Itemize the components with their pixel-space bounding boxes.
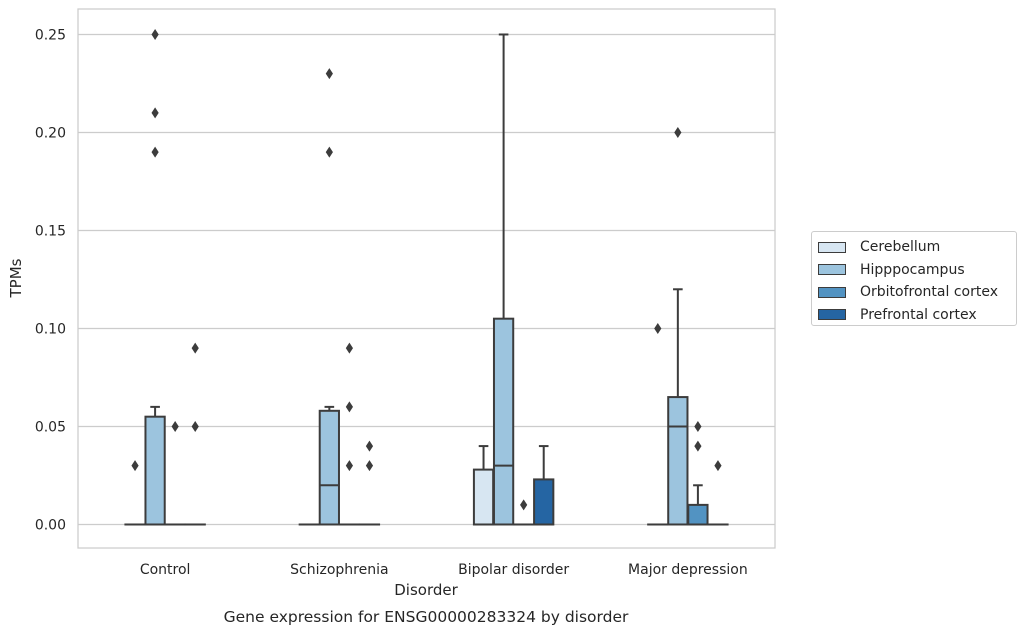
outlier-point <box>694 420 702 432</box>
legend-swatch-cerebellum <box>818 241 846 253</box>
box-plots <box>124 28 729 526</box>
box-body <box>318 409 340 526</box>
outlier-point <box>345 342 354 354</box>
outlier-point <box>151 28 159 40</box>
legend-label-orbitofrontal-cortex: Orbitofrontal cortex <box>860 284 998 301</box>
x-tick-label: Control <box>140 562 191 578</box>
x-tick-label: Major depression <box>628 562 748 578</box>
x-tick-labels: Control Schizophrenia Bipolar disorder Majo… <box>140 562 748 578</box>
y-tick-label: 0.00 <box>35 517 66 533</box>
outlier-point <box>345 401 354 413</box>
outlier-point <box>191 342 199 354</box>
box-prefrontal-cortex-bipolar-disorder <box>533 445 555 526</box>
y-tick-label: 0.05 <box>35 419 66 435</box>
y-axis-label: TPMs <box>7 258 25 298</box>
legend: Cerebellum Hipppocampus Orbitofrontal co… <box>811 231 1017 326</box>
box-hipppocampus-major-depression <box>667 126 689 526</box>
legend-swatch-hippocampus <box>818 264 846 276</box>
outlier-point <box>365 460 374 472</box>
y-tick-label: 0.25 <box>35 27 66 43</box>
box-prefrontal-cortex-major-depression <box>707 460 729 526</box>
y-tick-labels: 0.00 0.05 0.10 0.15 0.20 0.25 <box>35 27 66 533</box>
outlier-point <box>325 146 333 158</box>
legend-swatch-prefrontal-cortex <box>818 309 846 321</box>
outlier-point <box>325 68 333 80</box>
box-cerebellum-bipolar-disorder <box>472 445 495 526</box>
legend-swatch-orbitofrontal-cortex <box>818 286 846 298</box>
legend-item-hippocampus: Hipppocampus <box>818 259 1016 282</box>
box-orbitofrontal-cortex-major-depression <box>687 420 709 526</box>
box-hipppocampus-schizophrenia <box>318 68 340 526</box>
box-body <box>492 317 515 526</box>
y-tick-label: 0.15 <box>35 223 66 239</box>
outlier-point <box>171 420 179 432</box>
plot-area <box>77 8 776 549</box>
legend-item-cerebellum: Cerebellum <box>818 236 1016 259</box>
outlier-point <box>365 440 374 452</box>
x-axis-label: Disorder <box>394 581 458 599</box>
box-hipppocampus-bipolar-disorder <box>492 33 515 526</box>
box-body <box>472 468 495 526</box>
outlier-point <box>714 460 722 472</box>
legend-label-cerebellum: Cerebellum <box>860 239 941 256</box>
box-body <box>667 396 689 526</box>
legend-label-prefrontal-cortex: Prefrontal cortex <box>860 306 977 323</box>
outlier-point <box>151 107 159 119</box>
y-tick-label: 0.10 <box>35 321 66 337</box>
box-hipppocampus-control <box>144 28 166 526</box>
box-body <box>144 415 166 526</box>
legend-item-prefrontal-cortex: Prefrontal cortex <box>818 304 1016 327</box>
outlier-point <box>674 126 682 138</box>
outlier-point <box>694 440 702 452</box>
outlier-point <box>520 499 528 511</box>
outlier-point <box>131 460 139 472</box>
outlier-point <box>654 322 662 334</box>
box-prefrontal-cortex-schizophrenia <box>358 440 381 526</box>
box-body <box>687 503 709 526</box>
x-tick-label: Bipolar disorder <box>458 562 569 578</box>
chart-caption: Gene expression for ENSG00000283324 by d… <box>224 608 629 626</box>
outlier-point <box>151 146 159 158</box>
outlier-point <box>345 460 354 472</box>
x-tick-label: Schizophrenia <box>290 562 388 578</box>
box-body <box>533 478 555 526</box>
outlier-point <box>191 420 199 432</box>
box-prefrontal-cortex-control <box>184 342 206 526</box>
legend-label-hippocampus: Hipppocampus <box>860 261 965 278</box>
legend-item-orbitofrontal-cortex: Orbitofrontal cortex <box>818 281 1016 304</box>
y-tick-label: 0.20 <box>35 125 66 141</box>
